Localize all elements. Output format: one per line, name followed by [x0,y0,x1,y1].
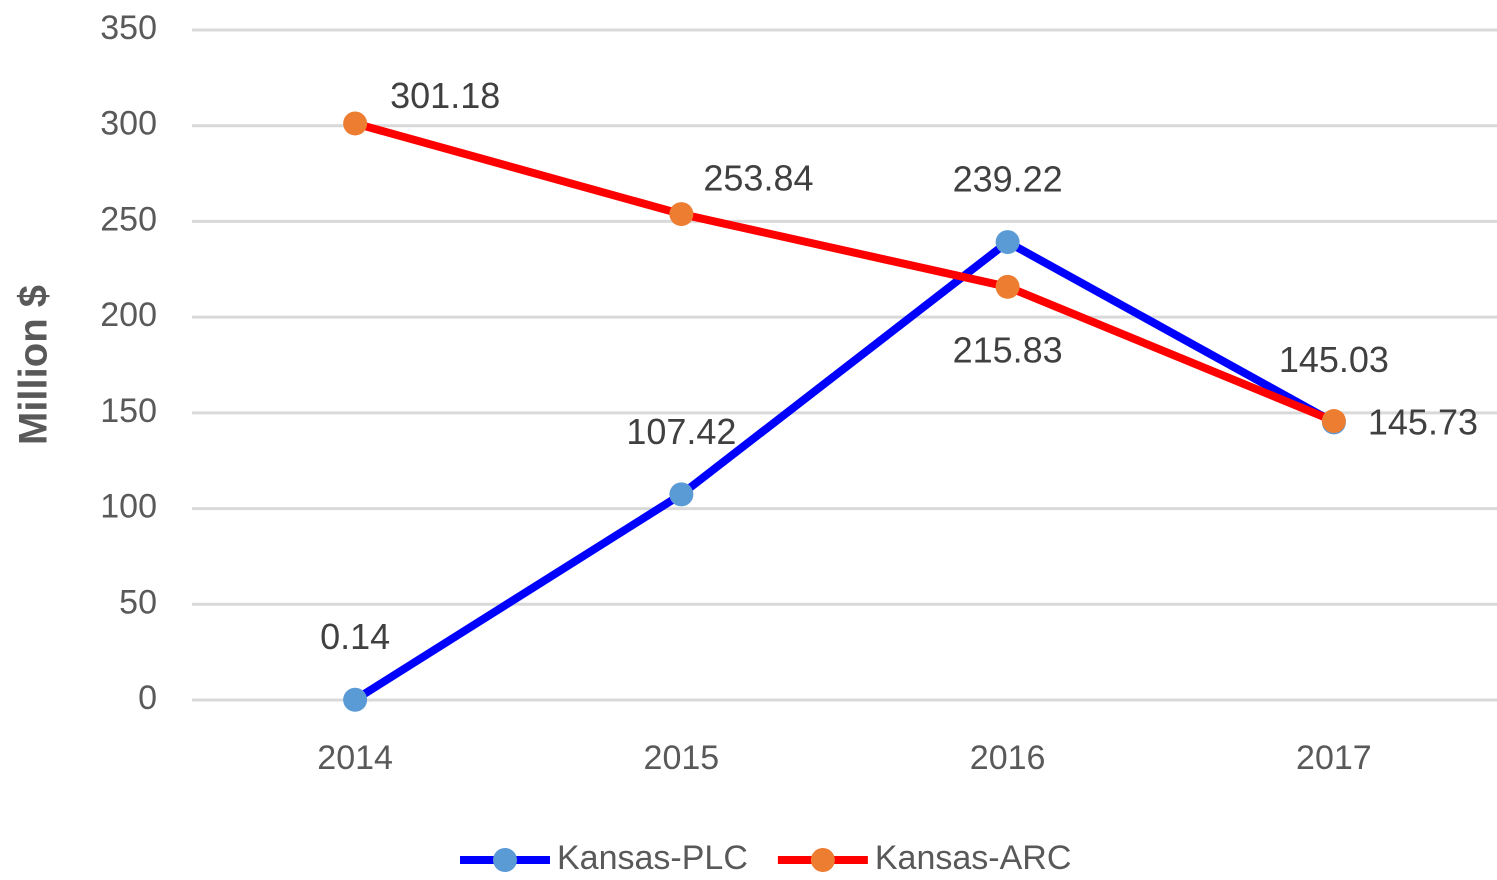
data-label: 0.14 [320,616,390,657]
y-tick-label: 150 [100,392,157,430]
y-tick-label: 200 [100,296,157,334]
line [354,119,1336,425]
y-tick-label: 350 [100,9,157,47]
marker [669,482,694,507]
line [352,238,1336,704]
x-tick-label: 2015 [644,739,720,777]
x-tick-label: 2014 [317,739,393,777]
data-label: 145.73 [1368,402,1478,443]
legend-marker [493,848,517,872]
y-tick-label: 300 [100,105,157,143]
legend-label: Kansas-PLC [557,839,748,877]
y-tick-label: 0 [138,679,157,717]
data-label: 107.42 [626,411,736,452]
x-tick-label: 2016 [970,739,1046,777]
marker [1321,409,1346,434]
marker [343,687,368,712]
data-label: 253.84 [703,158,813,199]
marker [669,202,694,227]
marker [995,230,1020,255]
data-label: 145.03 [1279,339,1389,380]
data-label: 239.22 [953,159,1063,200]
legend-label: Kansas-ARC [875,839,1072,877]
data-label: 301.18 [390,75,500,116]
data-label: 215.83 [953,329,1063,370]
y-axis-label: Million $ [12,285,56,445]
y-tick-label: 100 [100,488,157,526]
x-tick-label: 2017 [1296,739,1372,777]
marker [343,111,368,136]
y-tick-label: 250 [100,200,157,238]
marker [995,274,1020,299]
series [352,238,1336,704]
legend-marker [810,848,835,872]
series [354,119,1336,425]
y-tick-label: 50 [119,583,157,621]
